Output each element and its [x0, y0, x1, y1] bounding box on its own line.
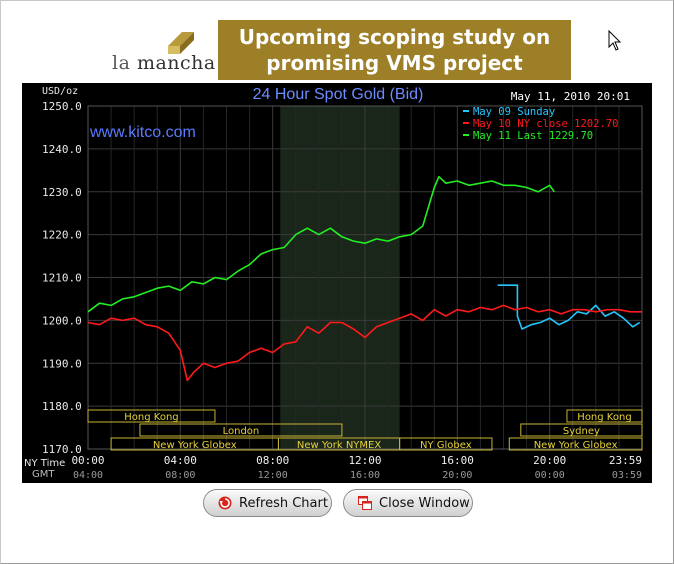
ad-banner[interactable]: Upcoming scoping study on promising VMS … [218, 20, 571, 80]
plot-border [87, 105, 643, 450]
y-tick-label: 1230.0 [42, 186, 82, 199]
session-label: New York NYMEX [297, 440, 382, 451]
x-tick-label-ny: 00:00 [71, 454, 104, 467]
y-tick-label: 1250.0 [42, 100, 82, 113]
chart-axes: 1250.0 1240.0 1230.0 1220.0 1210.0 1200.0 1190… [24, 100, 642, 481]
refresh-chart-label: Refresh Chart [239, 495, 328, 511]
x-tick-label-ny: 12:00 [348, 454, 381, 467]
close-window-button[interactable]: Close Window [343, 489, 473, 517]
series-line-0 [497, 284, 641, 330]
x-tick-label-gmt: 04:00 [73, 470, 103, 481]
session-label: NY Globex [420, 440, 472, 451]
ad-line-1: Upcoming scoping study on [238, 25, 551, 49]
x-tick-label-ny: 23:59 [609, 454, 642, 467]
chart-grid [87, 105, 643, 450]
gold-chart: 24 Hour Spot Gold (Bid) www.kitco.com US… [24, 86, 643, 481]
x-tick-label-ny: 04:00 [164, 454, 197, 467]
x-tick-label-gmt: 03:59 [612, 470, 642, 481]
session-label: New York Globex [153, 440, 237, 451]
session-box [566, 409, 643, 423]
brand-name: la mancha [112, 52, 216, 74]
brand-main: mancha [136, 52, 216, 74]
chart-site-watermark: www.kitco.com [89, 124, 196, 141]
close-window-icon [358, 496, 372, 510]
market-sessions: Hong Kong Hong Kong London Sydney New York G… [87, 409, 643, 451]
gold-bars-logo-icon [168, 32, 194, 54]
x-tick-label-ny: 16:00 [441, 454, 474, 467]
y-axis-unit: USD/oz [42, 86, 78, 97]
gold-chart-panel: 24 Hour Spot Gold (Bid) www.kitco.com US… [22, 83, 652, 483]
legend-entry: May 09 Sunday [473, 106, 555, 118]
y-tick-label: 1210.0 [42, 272, 82, 285]
ny-time-label: NY Time [24, 458, 65, 469]
series-line-1 [87, 304, 642, 382]
chart-timestamp: May 11, 2010 20:01 [511, 90, 630, 103]
session-label: Sydney [563, 426, 600, 437]
session-label: Hong Kong [124, 412, 178, 423]
x-tick-label-ny: 08:00 [256, 454, 289, 467]
y-tick-label: 1220.0 [42, 229, 82, 242]
x-tick-label-gmt: 00:00 [535, 470, 565, 481]
mouse-pointer-icon [608, 30, 622, 51]
ad-line-2: promising VMS project [266, 51, 523, 75]
y-tick-label: 1240.0 [42, 143, 82, 156]
session-box [139, 423, 343, 437]
session-box [87, 409, 216, 423]
legend-entry: May 11 Last 1229.70 [473, 130, 593, 142]
session-label: New York Globex [534, 440, 618, 451]
y-tick-label: 1200.0 [42, 314, 82, 327]
chart-plot-area [87, 175, 642, 382]
x-tick-label-gmt: 08:00 [165, 470, 195, 481]
session-box [508, 437, 643, 451]
session-box [399, 437, 493, 451]
session-label: Hong Kong [577, 412, 631, 423]
legend-entry: May 10 NY close 1202.70 [473, 118, 618, 130]
refresh-icon [218, 496, 232, 510]
series-line-2 [87, 175, 555, 313]
session-box [520, 423, 643, 437]
brand-logo-area[interactable]: la mancha [112, 28, 218, 76]
x-tick-label-gmt: 12:00 [258, 470, 288, 481]
chart-title: 24 Hour Spot Gold (Bid) [253, 86, 424, 103]
x-tick-label-ny: 20:00 [533, 454, 566, 467]
refresh-chart-button[interactable]: Refresh Chart [203, 489, 332, 517]
session-label: London [223, 426, 260, 437]
x-tick-label-gmt: 20:00 [442, 470, 472, 481]
close-window-label: Close Window [379, 495, 470, 511]
x-tick-label-gmt: 16:00 [350, 470, 380, 481]
y-tick-label: 1170.0 [42, 443, 82, 456]
gmt-label: GMT [32, 469, 55, 480]
y-tick-label: 1180.0 [42, 400, 82, 413]
brand-prefix: la [112, 52, 131, 74]
y-tick-label: 1190.0 [42, 357, 82, 370]
